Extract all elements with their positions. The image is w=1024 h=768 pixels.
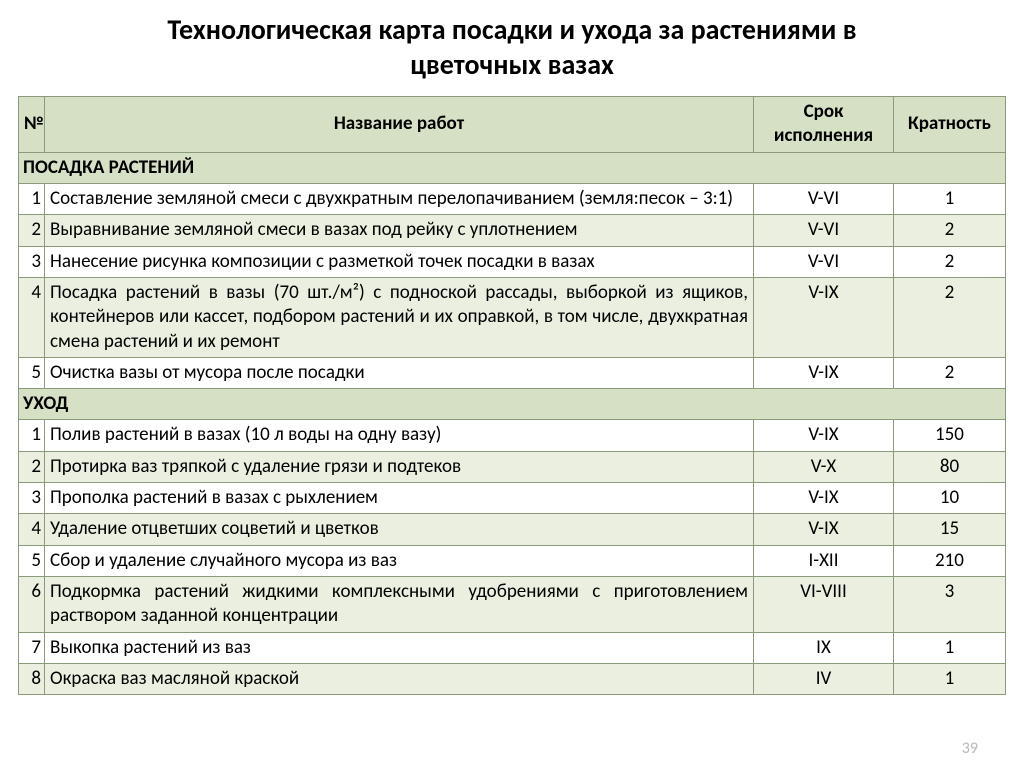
- cell-frequency: 10: [894, 483, 1006, 514]
- cell-term: V-VI: [754, 215, 894, 246]
- table-row: 1Полив растений в вазах (10 л воды на од…: [19, 420, 1006, 451]
- cell-term: V-VI: [754, 183, 894, 214]
- cell-frequency: 1: [894, 183, 1006, 214]
- table-row: 5Очистка вазы от мусора после посадкиV-I…: [19, 357, 1006, 388]
- table-row: 4Посадка растений в вазы (70 шт./м²) с п…: [19, 277, 1006, 357]
- table-header-row: № Название работ Срок исполнения Кратнос…: [19, 97, 1006, 153]
- col-frequency: Кратность: [894, 97, 1006, 153]
- cell-work: Посадка растений в вазы (70 шт./м²) с по…: [45, 277, 754, 357]
- cell-term: VI-VIII: [754, 577, 894, 633]
- cell-frequency: 210: [894, 545, 1006, 576]
- cell-work: Выравнивание земляной смеси в вазах под …: [45, 215, 754, 246]
- page-number: 39: [962, 739, 978, 758]
- cell-number: 3: [19, 483, 45, 514]
- cell-number: 8: [19, 663, 45, 694]
- cell-frequency: 2: [894, 357, 1006, 388]
- table-row: 5Сбор и удаление случайного мусора из ва…: [19, 545, 1006, 576]
- cell-number: 5: [19, 545, 45, 576]
- cell-term: V-IX: [754, 514, 894, 545]
- cell-work: Нанесение рисунка композиции с разметкой…: [45, 246, 754, 277]
- section-heading: ПОСАДКА РАСТЕНИЙ: [19, 152, 1006, 183]
- cell-frequency: 150: [894, 420, 1006, 451]
- cell-work: Составление земляной смеси с двухкратным…: [45, 183, 754, 214]
- cell-term: V-IX: [754, 277, 894, 357]
- cell-number: 3: [19, 246, 45, 277]
- cell-frequency: 80: [894, 451, 1006, 482]
- cell-work: Протирка ваз тряпкой с удаление грязи и …: [45, 451, 754, 482]
- table-row: 7Выкопка растений из вазIX1: [19, 632, 1006, 663]
- cell-work: Подкормка растений жидкими комплексными …: [45, 577, 754, 633]
- table-row: 2Выравнивание земляной смеси в вазах под…: [19, 215, 1006, 246]
- cell-frequency: 2: [894, 246, 1006, 277]
- table-row: 6Подкормка растений жидкими комплексными…: [19, 577, 1006, 633]
- cell-number: 6: [19, 577, 45, 633]
- table-row: 1Составление земляной смеси с двухкратны…: [19, 183, 1006, 214]
- cell-number: 7: [19, 632, 45, 663]
- cell-number: 4: [19, 514, 45, 545]
- tech-card-table: № Название работ Срок исполнения Кратнос…: [18, 96, 1006, 695]
- cell-frequency: 3: [894, 577, 1006, 633]
- table-row: 2Протирка ваз тряпкой с удаление грязи и…: [19, 451, 1006, 482]
- cell-work: Сбор и удаление случайного мусора из ваз: [45, 545, 754, 576]
- cell-term: V-IX: [754, 420, 894, 451]
- cell-work: Полив растений в вазах (10 л воды на одн…: [45, 420, 754, 451]
- cell-term: V-IX: [754, 357, 894, 388]
- cell-number: 2: [19, 451, 45, 482]
- cell-term: I-XII: [754, 545, 894, 576]
- section-heading-row: ПОСАДКА РАСТЕНИЙ: [19, 152, 1006, 183]
- cell-term: V-IX: [754, 483, 894, 514]
- cell-frequency: 2: [894, 277, 1006, 357]
- cell-frequency: 1: [894, 663, 1006, 694]
- cell-work: Выкопка растений из ваз: [45, 632, 754, 663]
- cell-number: 4: [19, 277, 45, 357]
- cell-term: V-VI: [754, 246, 894, 277]
- cell-term: V-X: [754, 451, 894, 482]
- section-heading-row: УХОД: [19, 389, 1006, 420]
- cell-frequency: 2: [894, 215, 1006, 246]
- table-row: 4Удаление отцветших соцветий и цветковV-…: [19, 514, 1006, 545]
- cell-term: IV: [754, 663, 894, 694]
- col-number: №: [19, 97, 45, 153]
- table-row: 3Нанесение рисунка композиции с разметко…: [19, 246, 1006, 277]
- cell-number: 1: [19, 420, 45, 451]
- section-heading: УХОД: [19, 389, 1006, 420]
- cell-term: IX: [754, 632, 894, 663]
- col-work: Название работ: [45, 97, 754, 153]
- cell-work: Очистка вазы от мусора после посадки: [45, 357, 754, 388]
- table-row: 3Прополка растений в вазах с рыхлениемV-…: [19, 483, 1006, 514]
- cell-work: Удаление отцветших соцветий и цветков: [45, 514, 754, 545]
- col-term: Срок исполнения: [754, 97, 894, 153]
- cell-number: 5: [19, 357, 45, 388]
- cell-work: Прополка растений в вазах с рыхлением: [45, 483, 754, 514]
- table-row: 8Окраска ваз масляной краскойIV1: [19, 663, 1006, 694]
- cell-frequency: 1: [894, 632, 1006, 663]
- page-title: Технологическая карта посадки и ухода за…: [132, 12, 892, 82]
- cell-number: 2: [19, 215, 45, 246]
- cell-work: Окраска ваз масляной краской: [45, 663, 754, 694]
- cell-number: 1: [19, 183, 45, 214]
- cell-frequency: 15: [894, 514, 1006, 545]
